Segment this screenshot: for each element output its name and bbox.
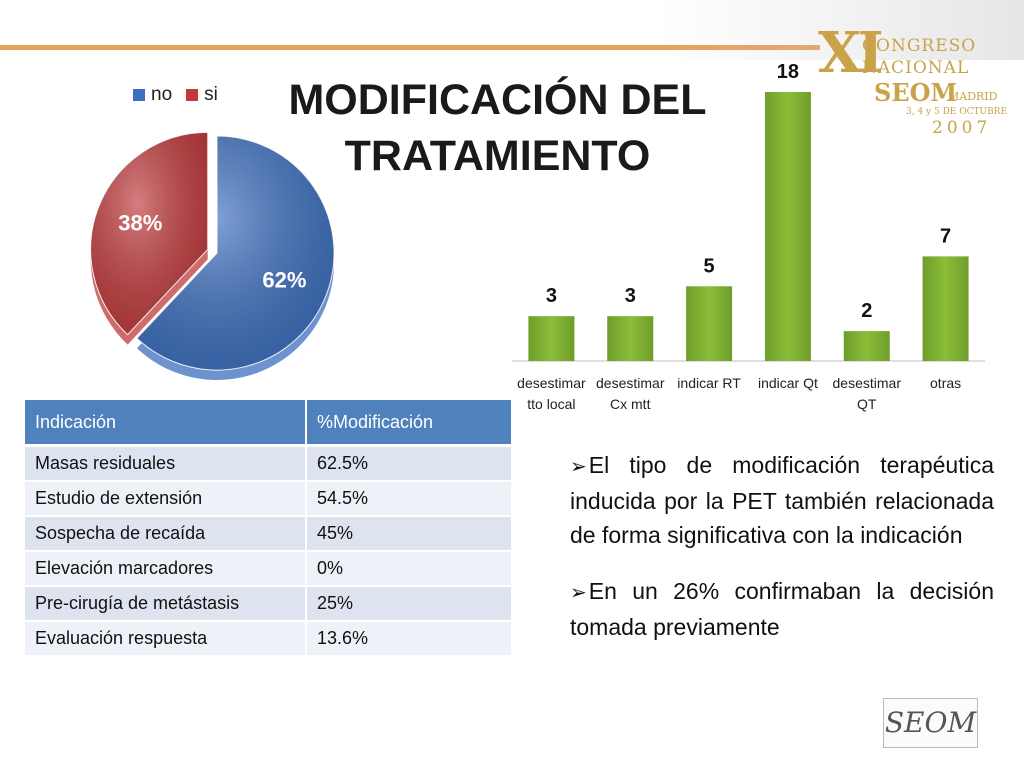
- bullet-text: En un 26% confirmaban la decisión tomada…: [570, 578, 994, 640]
- seom-logo: SEOM: [883, 698, 978, 748]
- table-row: Evaluación respuesta 13.6%: [25, 621, 511, 657]
- legend-swatch-no: [133, 89, 145, 101]
- table-cell-indicacion: Pre-cirugía de metástasis: [25, 586, 306, 622]
- table-cell-indicacion: Masas residuales: [25, 445, 306, 482]
- bullet-text: El tipo de modificación terapéutica indu…: [570, 452, 994, 548]
- logo-line-madrid: MADRID: [948, 90, 998, 103]
- table-cell-indicacion: Estudio de extensión: [25, 481, 306, 517]
- logo-line-year: 2007: [932, 118, 992, 138]
- header-decoration: [660, 0, 1024, 60]
- table-cell-indicacion: Sospecha de recaída: [25, 516, 306, 552]
- table-header-indicacion: Indicación: [25, 400, 306, 447]
- bar-2: [686, 286, 733, 361]
- bar-category-label: tto local: [527, 396, 575, 412]
- table-cell-modificacion: 45%: [305, 516, 511, 552]
- slide-title: MODIFICACIÓN DEL TRATAMIENTO: [270, 72, 725, 184]
- legend-label-si: si: [204, 84, 218, 105]
- table-header-modificacion: %Modificación: [305, 400, 511, 447]
- bar-value-label: 5: [704, 255, 715, 277]
- bar-value-label: 18: [777, 61, 799, 83]
- header-rule: [0, 45, 820, 50]
- table-row: Elevación marcadores 0%: [25, 551, 511, 587]
- table-cell-modificacion: 25%: [305, 586, 511, 622]
- pie-label-si: 38%: [118, 211, 162, 236]
- bullet-item: ➢En un 26% confirmaban la decisión tomad…: [570, 574, 994, 644]
- bar-value-label: 7: [940, 225, 951, 247]
- bar-category-label: Cx mtt: [610, 396, 651, 412]
- bar-category-label: desestimar: [517, 375, 586, 391]
- pie-label-no: 62%: [262, 268, 306, 293]
- bar-category-label: indicar RT: [677, 375, 741, 391]
- logo-line-nacional: NACIONAL: [862, 58, 970, 78]
- logo-line-congreso: CONGRESO: [862, 36, 977, 56]
- pie-slice-shade-no: [136, 136, 335, 370]
- slide-title-line2: TRATAMIENTO: [344, 132, 651, 180]
- table-header-row: Indicación %Modificación: [25, 400, 511, 447]
- bullet-arrow-icon: ➢: [570, 582, 587, 604]
- table-cell-modificacion: 0%: [305, 551, 511, 587]
- bar-category-label: QT: [857, 396, 877, 412]
- bullet-list: ➢El tipo de modificación terapéutica ind…: [570, 448, 994, 666]
- slide-title-line1: MODIFICACIÓN DEL: [288, 76, 707, 124]
- logo-line-dates: 3, 4 y 5 DE OCTUBRE: [906, 107, 1008, 117]
- bar-value-label: 3: [625, 285, 636, 307]
- congress-logo: XI CONGRESO NACIONAL SEOM MADRID 3, 4 y …: [818, 20, 1018, 145]
- table-cell-modificacion: 54.5%: [305, 481, 511, 517]
- logo-line-seom: SEOM: [874, 78, 958, 107]
- table-cell-indicacion: Elevación marcadores: [25, 551, 306, 587]
- table-row: Masas residuales 62.5%: [25, 445, 511, 482]
- bar-value-label: 3: [546, 285, 557, 307]
- bar-category-label: indicar Qt: [758, 375, 818, 391]
- indication-table: Indicación %Modificación Masas residuale…: [25, 400, 511, 657]
- pie-slice-shade-si: [90, 132, 208, 335]
- bar-3: [764, 92, 811, 361]
- bar-4: [843, 331, 890, 361]
- table-cell-modificacion: 62.5%: [305, 445, 511, 482]
- bar-category-label: desestimar: [596, 375, 665, 391]
- table-row: Sospecha de recaída 45%: [25, 516, 511, 552]
- bullet-item: ➢El tipo de modificación terapéutica ind…: [570, 448, 994, 552]
- bar-category-label: desestimar: [833, 375, 902, 391]
- bar-5: [922, 256, 969, 361]
- bullet-arrow-icon: ➢: [570, 456, 587, 478]
- bar-value-label: 2: [861, 300, 872, 322]
- bar-1: [607, 316, 654, 361]
- table-row: Estudio de extensión 54.5%: [25, 481, 511, 517]
- logo-xi: XI: [818, 20, 884, 86]
- table-row: Pre-cirugía de metástasis 25%: [25, 586, 511, 622]
- bar-category-label: otras: [930, 375, 961, 391]
- table-cell-modificacion: 13.6%: [305, 621, 511, 657]
- bar-0: [528, 316, 575, 361]
- legend-label-no: no: [151, 84, 173, 105]
- legend-swatch-si: [186, 89, 199, 101]
- pie-legend: no si: [133, 84, 232, 106]
- table-cell-indicacion: Evaluación respuesta: [25, 621, 306, 657]
